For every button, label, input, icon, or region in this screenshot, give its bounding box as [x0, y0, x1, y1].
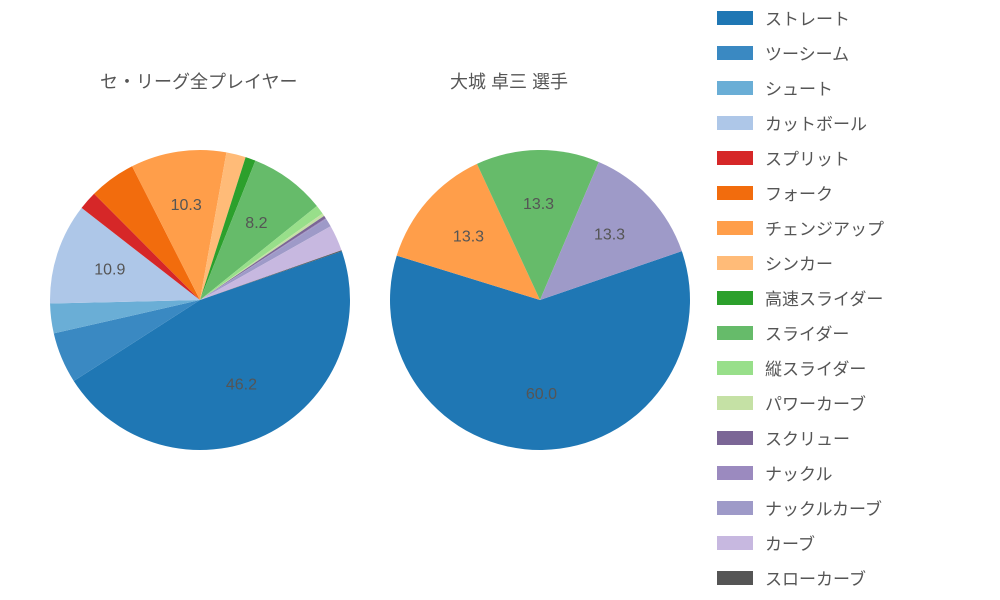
slice-value-label: 13.3 [594, 226, 625, 243]
legend-label: カーブ [765, 530, 815, 555]
legend-item: カーブ [717, 525, 992, 560]
legend-label: ナックル [765, 460, 833, 485]
legend-label: スライダー [765, 320, 849, 345]
legend-item: ストレート [717, 0, 992, 35]
legend: ストレートツーシームシュートカットボールスプリットフォークチェンジアップシンカー… [717, 0, 992, 600]
legend-swatch [717, 361, 753, 375]
legend-swatch [717, 571, 753, 585]
chart-title-league: セ・リーグ全プレイヤー [100, 68, 297, 94]
legend-item: ナックル [717, 455, 992, 490]
legend-swatch [717, 11, 753, 25]
slice-value-label: 10.3 [171, 197, 202, 214]
slice-value-label: 60.0 [526, 386, 557, 403]
legend-label: スプリット [765, 145, 850, 170]
legend-label: スローカーブ [765, 565, 866, 590]
slice-value-label: 8.2 [245, 215, 267, 232]
legend-label: カットボール [765, 110, 867, 135]
legend-item: 高速スライダー [717, 280, 992, 315]
legend-swatch [717, 221, 753, 235]
legend-label: 高速スライダー [765, 285, 883, 310]
legend-item: パワーカーブ [717, 385, 992, 420]
legend-item: チェンジアップ [717, 210, 992, 245]
legend-swatch [717, 151, 753, 165]
legend-swatch [717, 46, 753, 60]
legend-swatch [717, 396, 753, 410]
legend-swatch [717, 501, 753, 515]
legend-label: ツーシーム [765, 40, 849, 65]
legend-swatch [717, 291, 753, 305]
legend-item: フォーク [717, 175, 992, 210]
legend-item: ツーシーム [717, 35, 992, 70]
legend-label: シンカー [765, 250, 833, 275]
legend-label: フォーク [765, 180, 833, 205]
chart-title-player: 大城 卓三 選手 [450, 68, 568, 94]
slice-value-label: 46.2 [226, 377, 257, 394]
legend-label: ナックルカーブ [765, 495, 882, 520]
legend-swatch [717, 81, 753, 95]
legend-item: ナックルカーブ [717, 490, 992, 525]
legend-item: スクリュー [717, 420, 992, 455]
legend-label: チェンジアップ [765, 215, 884, 240]
legend-swatch [717, 326, 753, 340]
pie-chart-player: 60.0 13.3 13.3 13.3 [370, 130, 710, 470]
legend-label: パワーカーブ [765, 390, 866, 415]
legend-item: スプリット [717, 140, 992, 175]
legend-item: スローカーブ [717, 560, 992, 595]
legend-label: スクリュー [765, 425, 850, 450]
legend-label: 縦スライダー [765, 355, 866, 380]
legend-swatch [717, 536, 753, 550]
legend-label: シュート [765, 75, 833, 100]
legend-item: 縦スライダー [717, 350, 992, 385]
legend-label: ストレート [765, 5, 850, 30]
chart-container: セ・リーグ全プレイヤー 大城 卓三 選手 46.2 10.9 10.3 8.2 60.… [0, 0, 1000, 600]
legend-swatch [717, 186, 753, 200]
legend-item: シュート [717, 70, 992, 105]
legend-swatch [717, 466, 753, 480]
legend-swatch [717, 116, 753, 130]
legend-item: スライダー [717, 315, 992, 350]
legend-item: シンカー [717, 245, 992, 280]
legend-swatch [717, 431, 753, 445]
pie-chart-league: 46.2 10.9 10.3 8.2 [30, 130, 370, 470]
slice-value-label: 13.3 [453, 229, 484, 246]
legend-swatch [717, 256, 753, 270]
slice-value-label: 10.9 [94, 261, 125, 278]
legend-item: カットボール [717, 105, 992, 140]
slice-value-label: 13.3 [523, 196, 554, 213]
